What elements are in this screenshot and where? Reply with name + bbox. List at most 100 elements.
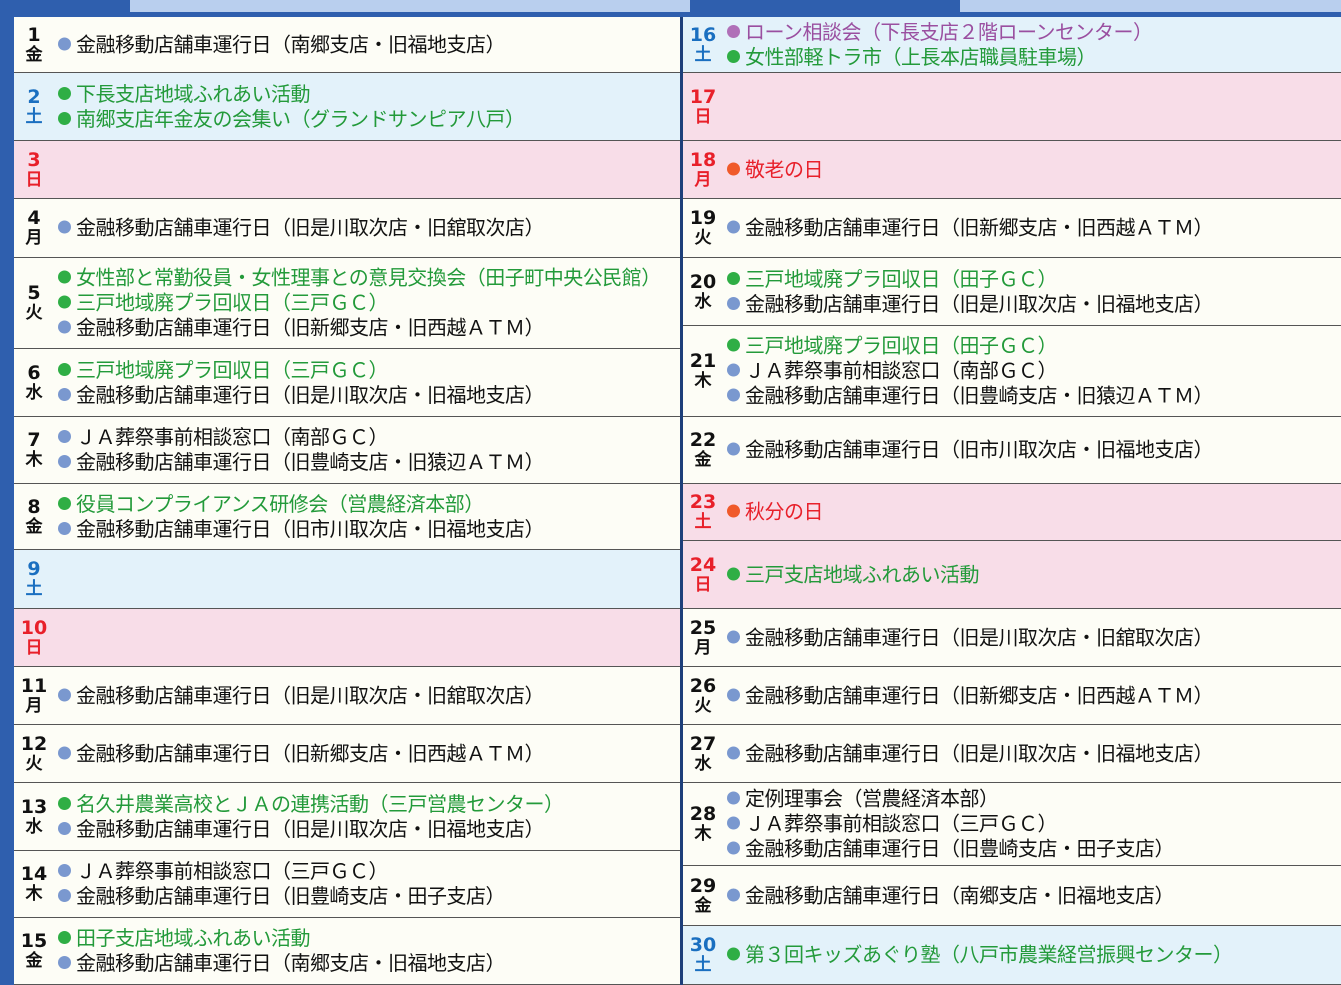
day-row: 13 水名久井農業高校とＪＡの連携活動（三戸営農センター） 金融移動店舗車運行日（旧… xyxy=(14,783,680,851)
event: 女性部軽トラ市（上長本店職員駐車場） xyxy=(727,45,1153,70)
day-label: 25 月 xyxy=(683,618,723,658)
event: 金融移動店舗車運行日（旧新郷支店・旧西越ＡＴＭ） xyxy=(58,741,545,766)
event: 金融移動店舗車運行日（南郷支店・旧福地支店） xyxy=(727,883,1175,908)
event: 三戸地域廃プラ回収日（三戸ＧＣ） xyxy=(58,358,544,383)
day-label: 13 水 xyxy=(14,797,54,837)
bullet xyxy=(58,37,71,50)
event: 敬老の日 xyxy=(727,157,824,182)
day-label: 17 日 xyxy=(683,87,723,127)
event-list: 金融移動店舗車運行日（旧新郷支店・旧西越ＡＴＭ） xyxy=(727,215,1214,241)
event-list: 三戸地域廃プラ回収日（田子ＧＣ） ＪＡ葬祭事前相談窓口（南部ＧＣ） 金融移動店舗車運… xyxy=(727,334,1214,409)
event-list: ローン相談会（下長支店２階ローンセンター） 女性部軽トラ市（上長本店職員駐車場） xyxy=(727,20,1153,70)
bullet xyxy=(727,442,740,456)
weekday: 日 xyxy=(25,637,43,658)
bullet xyxy=(58,220,71,234)
day-row: 27 水金融移動店舗車運行日（旧是川取次店・旧福地支店） xyxy=(683,725,1341,783)
event-text: 南郷支店年金友の会集い（グランドサンピア八戸） xyxy=(76,106,525,131)
weekday: 日 xyxy=(694,574,712,595)
event-text: 役員コンプライアンス研修会（営農経済本部） xyxy=(76,491,484,516)
event-text: 敬老の日 xyxy=(745,157,824,181)
event-list: ＪＡ葬祭事前相談窓口（三戸ＧＣ） 金融移動店舗車運行日（旧豊崎支店・田子支店） xyxy=(58,859,506,909)
day-row: 12 火金融移動店舗車運行日（旧新郷支店・旧西越ＡＴＭ） xyxy=(14,725,680,783)
weekday: 土 xyxy=(694,44,712,65)
day-row: 21 木三戸地域廃プラ回収日（田子ＧＣ） ＪＡ葬祭事前相談窓口（南部ＧＣ） 金融移動店… xyxy=(683,326,1341,417)
day-row: 7 木 ＪＡ葬祭事前相談窓口（南部ＧＣ） 金融移動店舗車運行日（旧豊崎支店・旧猿辺ＡＴ… xyxy=(14,417,680,484)
weekday: 金 xyxy=(25,951,43,971)
event-text: 金融移動店舗車運行日（旧豊崎支店・田子支店） xyxy=(76,884,506,908)
day-number: 16 xyxy=(689,23,717,46)
day-number: 6 xyxy=(27,361,41,384)
event-text: 金融移動店舗車運行日（南郷支店・旧福地支店） xyxy=(745,883,1175,907)
event-list: 金融移動店舗車運行日（旧是川取次店・旧舘取次店） xyxy=(58,216,545,241)
event-list: 金融移動店舗車運行日（旧市川取次店・旧福地支店） xyxy=(727,438,1214,463)
bullet xyxy=(727,271,740,285)
bullet xyxy=(58,295,71,309)
bullet xyxy=(58,86,71,100)
bullet xyxy=(58,111,71,125)
event-text: ＪＡ葬祭事前相談窓口（三戸ＧＣ） xyxy=(745,811,1058,836)
day-label: 21 木 xyxy=(683,351,723,391)
bullet xyxy=(58,521,71,535)
event: 三戸地域廃プラ回収日（三戸ＧＣ） xyxy=(58,291,661,316)
day-row: 28 木定例理事会（営農経済本部） ＪＡ葬祭事前相談窓口（三戸ＧＣ） 金融移動店舗車運… xyxy=(683,783,1341,866)
day-row: 26 火金融移動店舗車運行日（旧新郷支店・旧西越ＡＴＭ） xyxy=(683,667,1341,725)
weekday: 木 xyxy=(25,884,43,904)
bullet xyxy=(727,791,740,805)
event-text: 三戸地域廃プラ回収日（三戸ＧＣ） xyxy=(76,357,389,382)
event-text: 三戸地域廃プラ回収日（三戸ＧＣ） xyxy=(76,290,389,315)
day-label: 15 金 xyxy=(14,931,54,971)
event-text: 金融移動店舗車運行日（南郷支店・旧福地支店） xyxy=(76,951,506,975)
weekday: 日 xyxy=(25,169,43,190)
bullet xyxy=(58,387,71,401)
day-number: 4 xyxy=(27,207,41,229)
weekday: 火 xyxy=(25,303,43,323)
day-number: 29 xyxy=(689,874,717,897)
bullet xyxy=(727,746,740,759)
bullet xyxy=(727,816,740,830)
day-number: 12 xyxy=(20,732,48,755)
event: 金融移動店舗車運行日（旧新郷支店・旧西越ＡＴＭ） xyxy=(727,215,1214,241)
bullet xyxy=(58,430,71,443)
day-label: 23 土 xyxy=(683,492,723,532)
bullet xyxy=(727,162,740,175)
day-number: 22 xyxy=(689,429,717,451)
day-label: 20 水 xyxy=(683,272,723,312)
day-number: 9 xyxy=(27,558,41,580)
day-number: 2 xyxy=(27,85,41,108)
event: 秋分の日 xyxy=(727,500,824,525)
weekday: 水 xyxy=(694,753,712,774)
event: 定例理事会（営農経済本部） xyxy=(727,787,1174,812)
bullet xyxy=(727,338,740,352)
day-number: 28 xyxy=(689,803,717,825)
weekday: 金 xyxy=(25,516,43,537)
day-row: 23 土秋分の日 xyxy=(683,484,1341,541)
event-text: ローン相談会（下長支店２階ローンセンター） xyxy=(745,19,1153,44)
bullet xyxy=(727,220,740,234)
event: 三戸支店地域ふれあい活動 xyxy=(727,562,980,587)
event-list: 敬老の日 xyxy=(727,157,824,182)
day-number: 10 xyxy=(20,616,48,639)
event: 名久井農業高校とＪＡの連携活動（三戸営農センター） xyxy=(58,792,564,817)
event-list: 役員コンプライアンス研修会（営農経済本部） 金融移動店舗車運行日（旧市川取次店・旧… xyxy=(58,491,545,542)
day-label: 10 日 xyxy=(14,618,54,658)
event-list: 金融移動店舗車運行日（旧是川取次店・旧舘取次店） xyxy=(58,683,545,708)
event-list: 下長支店地域ふれあい活動 南郷支店年金友の会集い（グランドサンピア八戸） xyxy=(58,82,525,132)
event: 金融移動店舗車運行日（旧是川取次店・旧福地支店） xyxy=(727,291,1214,317)
weekday: 木 xyxy=(694,824,712,844)
event-text: 金融移動店舗車運行日（南郷支店・旧福地支店） xyxy=(76,32,506,56)
event-list: 女性部と常勤役員・女性理事との意見交換会（田子町中央公民館） 三戸地域廃プラ回収日… xyxy=(58,266,661,341)
event: ＪＡ葬祭事前相談窓口（三戸ＧＣ） xyxy=(727,812,1174,837)
day-row: 1 金金融移動店舗車運行日（南郷支店・旧福地支店） xyxy=(14,17,680,73)
weekday: 木 xyxy=(25,450,43,470)
event-text: 金融移動店舗車運行日（旧新郷支店・旧西越ＡＴＭ） xyxy=(745,215,1214,240)
event-text: 金融移動店舗車運行日（旧是川取次店・旧福地支店） xyxy=(745,291,1214,316)
weekday: 土 xyxy=(25,106,43,127)
weekday: 土 xyxy=(694,955,712,975)
weekday: 水 xyxy=(25,382,43,403)
event-text: 金融移動店舗車運行日（旧市川取次店・旧福地支店） xyxy=(76,516,545,541)
weekday: 火 xyxy=(694,695,712,716)
event-text: 女性部軽トラ市（上長本店職員駐車場） xyxy=(745,44,1097,69)
bullet xyxy=(58,864,71,877)
